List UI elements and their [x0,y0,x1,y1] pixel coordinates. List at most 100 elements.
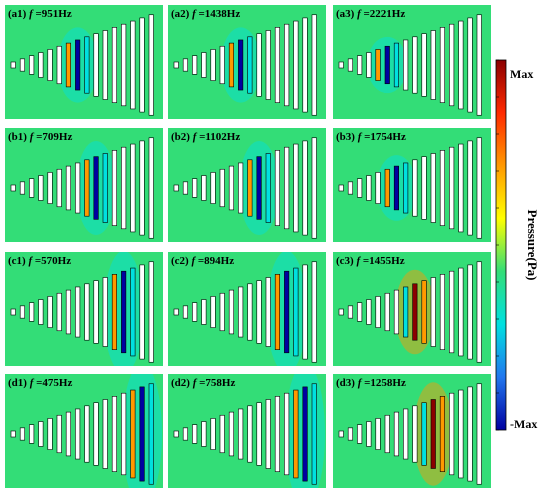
resonator-bar [65,165,72,211]
resonator-bar [430,153,436,223]
resonator-bar [347,58,353,72]
frequency-value: =2221Hz [364,8,406,20]
resonator-bar [10,430,16,438]
frequency-value: =1455Hz [363,255,405,267]
resonator-bar [357,302,363,322]
panel-label: (d2) f =758Hz [171,377,235,389]
resonator-bar [130,143,136,233]
resonator-bar [111,274,117,350]
resonator-bar [56,414,62,454]
panel-label: (b3) f =1754Hz [336,131,406,143]
resonator-bar [430,277,436,347]
resonator-bar [38,299,44,325]
resonator-bar [238,39,244,91]
panel-label: (c1) f =570Hz [8,255,71,267]
resonator-bar [210,172,216,204]
resonator-bar [366,175,372,201]
panel-id: (c3) [336,255,356,267]
resonator-bar [293,267,299,357]
resonator-bar [403,408,409,460]
resonator-bar [467,386,473,482]
resonator-bar [102,399,108,469]
resonator-bar [247,283,253,341]
frequency-value: =1754Hz [364,131,406,143]
panel-label: (c3) f =1455Hz [336,255,405,267]
resonator-bar [130,267,136,357]
resonator-bar [192,302,198,322]
frequency-value: =1258Hz [364,377,406,389]
frequency-value: =894Hz [198,255,234,267]
resonator-bar [375,49,381,81]
resonator-bar [19,427,25,441]
resonator-bar [347,427,353,441]
resonator-bar [366,421,372,447]
resonator-bar [393,289,400,335]
resonator-bar [47,172,53,204]
frequency-symbol: f [192,8,198,20]
resonator-bar [228,165,235,211]
resonator-bar [302,386,308,482]
resonator-bar [449,23,455,107]
resonator-bar [311,383,317,485]
resonator-bar [293,389,299,479]
panel-a2: (a2) f =1438Hz [168,5,326,119]
frequency-value: =951Hz [36,8,72,20]
frequency-symbol: f [30,377,36,389]
resonator-bar [228,289,235,335]
resonator-bar [430,30,436,100]
resonator-bar [476,137,482,239]
resonator-bar [247,36,253,94]
resonator-bar [256,280,262,344]
resonator-bar [366,299,372,325]
panel-c2: (c2) f =894Hz [168,252,326,366]
resonator-bar [228,411,235,457]
panel-a3: (a3) f =2221Hz [333,5,491,119]
panel-id: (b3) [336,131,358,143]
resonator-bar [375,296,381,328]
resonator-bar [102,153,108,223]
colorbar: Max -Max Pressure(Pa) [495,59,540,431]
panel-b1: (b1) f =709Hz [5,128,163,242]
resonator-bar [384,168,390,208]
resonator-bar [338,61,344,69]
resonator-bar [284,23,290,107]
panel-label: (b1) f =709Hz [8,131,72,143]
resonator-bar [201,175,207,201]
resonator-bar [19,181,25,195]
resonator-bar [173,430,179,438]
resonator-bar [111,27,117,103]
resonator-bar [265,153,271,223]
resonator-bar [467,17,473,113]
resonator-bar [121,23,127,107]
colorbar-title: Pressure(Pa) [525,210,540,281]
resonator-bar [130,389,136,479]
resonator-bar [210,296,216,328]
resonator-bar [201,421,207,447]
resonator-bar [467,140,473,236]
resonator-bar [47,49,53,81]
resonator-bar [65,411,72,457]
resonator-bar [111,396,117,472]
panel-id: (d3) [336,377,358,389]
colorbar-min-label: -Max [510,417,537,431]
panel-label: (a1) f =951Hz [8,8,72,20]
resonator-bar [102,277,108,347]
frequency-symbol: f [358,131,364,143]
resonator-bar [19,305,25,319]
resonator-bar [84,405,90,463]
resonator-bar [476,14,482,116]
panel-d2: (d2) f =758Hz [168,374,326,488]
resonator-bar [210,418,216,450]
resonator-bar [75,286,81,338]
resonator-bar [366,52,372,78]
resonator-bar [458,389,464,479]
resonator-bar [256,402,262,466]
resonator-bar [274,27,280,103]
resonator-bar [311,14,317,116]
frequency-symbol: f [358,377,364,389]
resonator-bar [284,270,290,354]
resonator-bar [265,399,271,469]
panel-b3: (b3) f =1754Hz [333,128,491,242]
resonator-bar [121,146,127,230]
resonator-bar [357,178,363,198]
